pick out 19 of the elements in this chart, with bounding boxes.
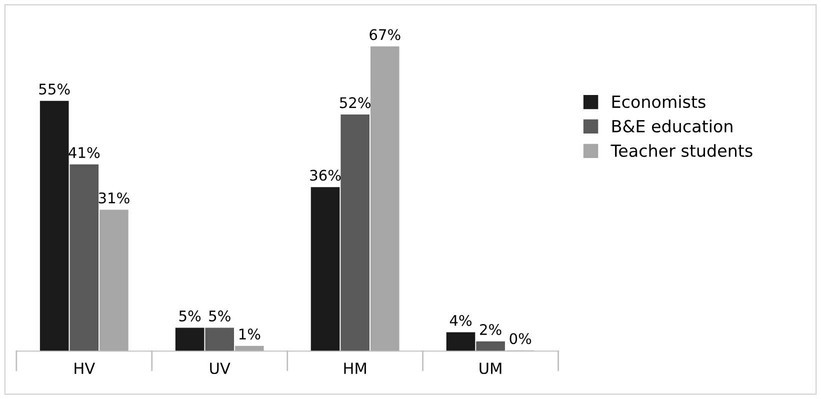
legend-label: Economists bbox=[612, 95, 706, 108]
data-label: 4% bbox=[450, 314, 472, 326]
x-tick-label: UV bbox=[210, 362, 230, 374]
data-label: 55% bbox=[39, 84, 70, 95]
data-label: 67% bbox=[370, 29, 400, 40]
data-label: 2% bbox=[480, 324, 502, 336]
data-label: 36% bbox=[310, 170, 341, 181]
x-tick-label: HV bbox=[74, 362, 95, 374]
legend-label: Teacher students bbox=[610, 144, 752, 157]
legend-label: B&E education bbox=[612, 120, 732, 133]
data-label: 5% bbox=[209, 310, 230, 322]
data-label: 5% bbox=[179, 310, 201, 322]
data-label: 52% bbox=[340, 97, 370, 108]
x-tick-label: UM bbox=[480, 362, 502, 374]
data-label: 31% bbox=[98, 192, 130, 204]
data-label: 1% bbox=[239, 328, 260, 340]
data-label: 0% bbox=[510, 333, 532, 344]
data-label: 41% bbox=[68, 147, 100, 158]
x-tick-label: HM bbox=[344, 362, 366, 374]
